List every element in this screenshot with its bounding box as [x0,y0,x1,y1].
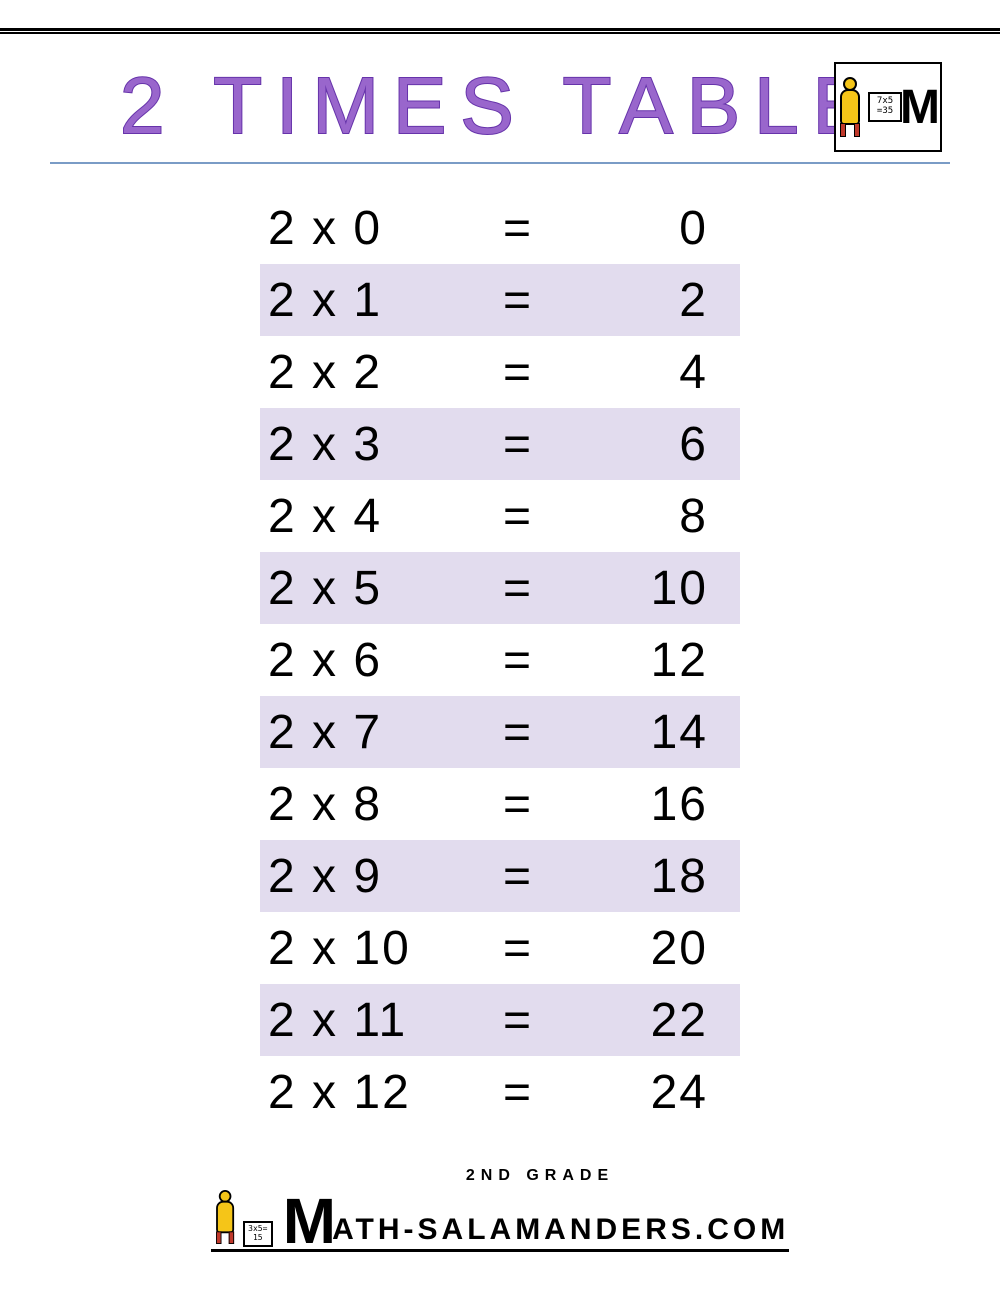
top-double-rule [0,28,1000,34]
row-lhs: 2 x 7 [268,705,478,760]
row-lhs: 2 x 9 [268,849,478,904]
row-lhs: 2 x 3 [268,417,478,472]
row-eq: = [478,489,558,544]
row-rhs: 12 [558,633,708,688]
page-title: 2 TIMES TABLE [50,60,950,152]
row-eq: = [478,993,558,1048]
row-rhs: 2 [558,273,708,328]
title-underline [50,162,950,164]
table-row: 2 x 1=2 [260,264,740,336]
table-row: 2 x 3=6 [260,408,740,480]
times-table: 2 x 0=02 x 1=22 x 2=42 x 3=62 x 4=82 x 5… [260,192,740,1128]
row-eq: = [478,345,558,400]
row-eq: = [478,633,558,688]
row-eq: = [478,201,558,256]
salamander-icon [836,77,864,137]
row-rhs: 24 [558,1065,708,1120]
footer-logo-sign-text: 3x5= 15 [243,1221,273,1247]
table-row: 2 x 0=0 [260,192,740,264]
row-lhs: 2 x 11 [268,993,478,1048]
row-eq: = [478,921,558,976]
row-rhs: 18 [558,849,708,904]
header-logo: 7x5 =35 M [834,62,942,152]
times-table-container: 2 x 0=02 x 1=22 x 2=42 x 3=62 x 4=82 x 5… [0,192,1000,1128]
row-rhs: 0 [558,201,708,256]
row-eq: = [478,849,558,904]
row-rhs: 16 [558,777,708,832]
row-eq: = [478,417,558,472]
row-lhs: 2 x 0 [268,201,478,256]
table-row: 2 x 7=14 [260,696,740,768]
table-row: 2 x 8=16 [260,768,740,840]
row-rhs: 10 [558,561,708,616]
row-lhs: 2 x 10 [268,921,478,976]
row-lhs: 2 x 6 [268,633,478,688]
row-eq: = [478,1065,558,1120]
row-eq: = [478,561,558,616]
logo-sign-text: 7x5 =35 [868,92,902,122]
table-row: 2 x 11=22 [260,984,740,1056]
footer-salamander-icon: 3x5= 15 [211,1187,283,1247]
row-lhs: 2 x 1 [268,273,478,328]
row-rhs: 22 [558,993,708,1048]
row-rhs: 20 [558,921,708,976]
row-eq: = [478,273,558,328]
row-lhs: 2 x 5 [268,561,478,616]
footer-m-letter: M [283,1196,336,1247]
row-eq: = [478,705,558,760]
row-eq: = [478,777,558,832]
footer: 2ND GRADE 3x5= 15 M ATH-SALAMANDERS.COM [0,1167,1000,1252]
row-lhs: 2 x 4 [268,489,478,544]
row-lhs: 2 x 8 [268,777,478,832]
row-rhs: 14 [558,705,708,760]
footer-grade-label: 2ND GRADE [80,1167,1000,1185]
table-row: 2 x 2=4 [260,336,740,408]
table-row: 2 x 12=24 [260,1056,740,1128]
table-row: 2 x 10=20 [260,912,740,984]
table-row: 2 x 5=10 [260,552,740,624]
table-row: 2 x 4=8 [260,480,740,552]
row-lhs: 2 x 2 [268,345,478,400]
logo-m-letter: M [900,80,940,135]
footer-brand: 3x5= 15 M ATH-SALAMANDERS.COM [211,1187,789,1252]
table-row: 2 x 6=12 [260,624,740,696]
row-lhs: 2 x 12 [268,1065,478,1120]
row-rhs: 6 [558,417,708,472]
footer-site-text: ATH-SALAMANDERS.COM [332,1213,789,1247]
table-row: 2 x 9=18 [260,840,740,912]
row-rhs: 8 [558,489,708,544]
row-rhs: 4 [558,345,708,400]
